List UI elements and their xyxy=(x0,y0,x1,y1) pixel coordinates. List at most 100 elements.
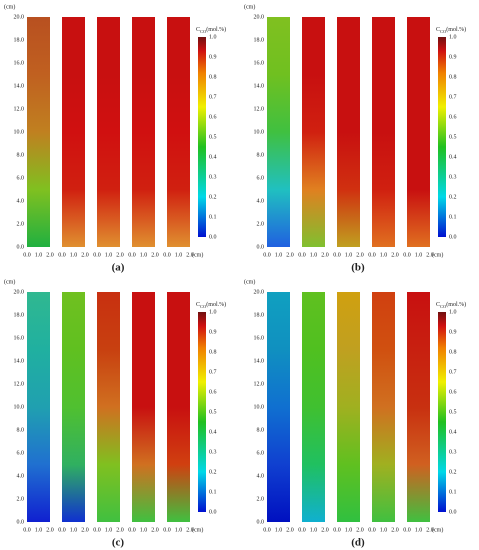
x-tick-label: 0.0 xyxy=(23,527,31,533)
x-tick-label: 0.0 xyxy=(298,252,306,258)
x-unit: (cm) xyxy=(432,526,443,533)
colorbar-tick-label: 0.3 xyxy=(209,174,217,180)
y-tick-label: 4.0 xyxy=(17,473,25,479)
reactor-column xyxy=(372,292,395,522)
colorbar-tick-label: 0.7 xyxy=(209,94,217,100)
colorbar-tick-label: 0.5 xyxy=(209,134,217,140)
reactor-column xyxy=(267,17,290,247)
x-tick-label: 1.0 xyxy=(345,252,353,258)
colorbar-tick-label: 0.5 xyxy=(209,409,217,415)
y-tick-label: 10.0 xyxy=(14,404,25,410)
colorbar xyxy=(198,312,206,512)
y-tick-label: 0.0 xyxy=(257,519,265,525)
y-tick-label: 18.0 xyxy=(254,37,265,43)
x-tick-label: 1.0 xyxy=(175,527,183,533)
colorbar-tick-label: 0.2 xyxy=(449,194,457,200)
y-tick-label: 2.0 xyxy=(17,496,25,502)
reactor-column xyxy=(167,292,190,522)
panel: (cm) 0.0 2.0 4.0 6.0 8.0 10.0 12.0 14.0 16.0 18.0 2… xyxy=(244,278,466,548)
colorbar-title-part: (mol.%) xyxy=(206,26,226,33)
y-tick-label: 4.0 xyxy=(257,473,265,479)
y-tick-label: 16.0 xyxy=(254,60,265,66)
y-tick-label: 20.0 xyxy=(254,289,265,295)
colorbar-title-part: CO xyxy=(440,29,447,34)
colorbar-title: CCO(mol.%) xyxy=(196,26,226,34)
y-tick-label: 6.0 xyxy=(257,175,265,181)
colorbar-tick-label: 0.4 xyxy=(209,429,217,435)
reactor-column xyxy=(302,17,325,247)
x-tick-label: 1.0 xyxy=(415,252,423,258)
colorbar-tick-label: 0.1 xyxy=(209,214,217,220)
reactor-column xyxy=(62,292,85,522)
x-tick-label: 2.0 xyxy=(46,527,54,533)
y-unit: (cm) xyxy=(4,3,15,10)
colorbar-tick-label: 0.2 xyxy=(209,194,217,200)
colorbar xyxy=(198,37,206,237)
x-tick-label: 2.0 xyxy=(286,527,294,533)
colorbar-title: CCO(mol.%) xyxy=(196,301,226,309)
x-tick-label: 0.0 xyxy=(163,252,171,258)
colorbar-tick-label: 0.3 xyxy=(449,449,457,455)
x-tick-label: 0.0 xyxy=(263,527,271,533)
colorbar-title: CCO(mol.%) xyxy=(436,26,466,34)
x-tick-label: 2.0 xyxy=(116,252,124,258)
y-tick-label: 14.0 xyxy=(254,83,265,89)
x-tick-label: 0.0 xyxy=(163,527,171,533)
y-tick-label: 12.0 xyxy=(254,381,265,387)
x-tick-label: 0.0 xyxy=(58,527,66,533)
y-tick-label: 12.0 xyxy=(14,381,25,387)
y-tick-label: 14.0 xyxy=(254,358,265,364)
colorbar-title-part: C xyxy=(196,302,200,308)
x-tick-label: 2.0 xyxy=(321,252,329,258)
x-tick-label: 0.0 xyxy=(333,527,341,533)
x-tick-label: 0.0 xyxy=(128,252,136,258)
x-tick-label: 2.0 xyxy=(321,527,329,533)
y-tick-label: 14.0 xyxy=(14,83,25,89)
panel: (cm) 0.0 2.0 4.0 6.0 8.0 10.0 12.0 14.0 16.0 18.0 2… xyxy=(244,3,466,273)
x-tick-label: 0.0 xyxy=(368,527,376,533)
colorbar-tick-label: 0.7 xyxy=(449,94,457,100)
colorbar-tick-label: 0.8 xyxy=(449,74,457,80)
colorbar-title: CCO(mol.%) xyxy=(436,301,466,309)
y-tick-label: 20.0 xyxy=(254,14,265,20)
y-tick-label: 6.0 xyxy=(17,175,25,181)
y-unit: (cm) xyxy=(244,3,255,10)
colorbar-tick-label: 1.0 xyxy=(449,309,457,315)
x-tick-label: 1.0 xyxy=(35,527,43,533)
x-tick-label: 0.0 xyxy=(263,252,271,258)
y-tick-label: 20.0 xyxy=(14,14,25,20)
colorbar-tick-label: 0.1 xyxy=(449,489,457,495)
x-tick-label: 1.0 xyxy=(70,527,78,533)
x-tick-label: 2.0 xyxy=(46,252,54,258)
colorbar-tick-label: 0.2 xyxy=(449,469,457,475)
x-tick-label: 0.0 xyxy=(93,252,101,258)
colorbar-tick-label: 0.6 xyxy=(449,389,457,395)
y-tick-label: 20.0 xyxy=(14,289,25,295)
x-tick-label: 1.0 xyxy=(310,252,318,258)
colorbar-tick-label: 0.9 xyxy=(209,54,217,60)
colorbar-tick-label: 0.5 xyxy=(449,134,457,140)
y-tick-label: 6.0 xyxy=(17,450,25,456)
y-tick-label: 8.0 xyxy=(257,152,265,158)
y-tick-label: 10.0 xyxy=(14,129,25,135)
y-tick-label: 10.0 xyxy=(254,404,265,410)
x-tick-label: 1.0 xyxy=(380,527,388,533)
x-tick-label: 2.0 xyxy=(391,252,399,258)
x-tick-label: 1.0 xyxy=(415,527,423,533)
colorbar xyxy=(438,312,446,512)
panel: (cm) 0.0 2.0 4.0 6.0 8.0 10.0 12.0 14.0 16.0 18.0 2… xyxy=(4,278,226,548)
reactor-column xyxy=(132,292,155,522)
colorbar-title-part: C xyxy=(436,302,440,308)
colorbar-tick-label: 0.0 xyxy=(449,234,457,240)
colorbar-tick-label: 0.6 xyxy=(449,114,457,120)
x-unit: (cm) xyxy=(192,526,203,533)
x-tick-label: 1.0 xyxy=(345,527,353,533)
reactor-column xyxy=(407,17,430,247)
reactor-column xyxy=(372,17,395,247)
y-tick-label: 2.0 xyxy=(257,496,265,502)
colorbar-tick-label: 0.6 xyxy=(209,389,217,395)
y-tick-label: 16.0 xyxy=(14,335,25,341)
y-tick-label: 4.0 xyxy=(257,198,265,204)
y-tick-label: 0.0 xyxy=(17,519,25,525)
